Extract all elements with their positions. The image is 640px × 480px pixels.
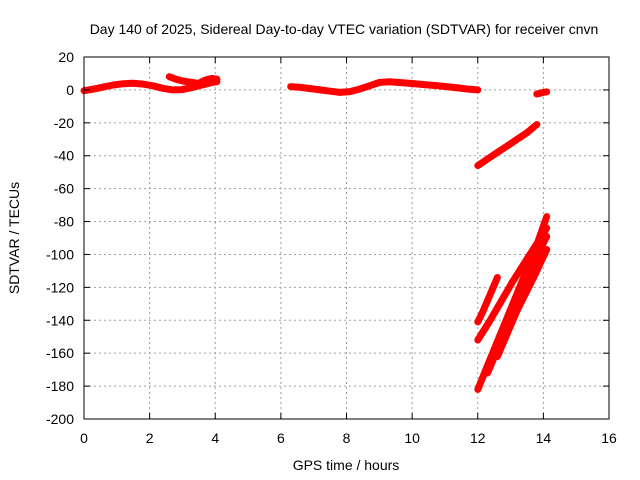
- y-tick-label: -180: [46, 378, 74, 394]
- x-tick-label: 2: [146, 430, 154, 446]
- y-tick-label: -60: [54, 181, 74, 197]
- y-axis-label: SDTVAR / TECUs: [6, 182, 22, 294]
- y-tick-label: -120: [46, 279, 74, 295]
- x-tick-label: 12: [470, 430, 486, 446]
- y-tick-label: 20: [58, 49, 74, 65]
- x-tick-label: 14: [536, 430, 552, 446]
- x-tick-label: 0: [80, 430, 88, 446]
- data-series: [474, 121, 541, 170]
- data-points: [80, 73, 551, 393]
- grid: [84, 57, 609, 419]
- data-series: [287, 78, 482, 96]
- x-axis-label: GPS time / hours: [293, 457, 400, 473]
- y-tick-label: -40: [54, 148, 74, 164]
- x-tick-label: 10: [404, 430, 420, 446]
- y-tick-label: -160: [46, 345, 74, 361]
- x-tick-label: 8: [343, 430, 351, 446]
- y-tick-label: -20: [54, 115, 74, 131]
- x-tick-label: 16: [601, 430, 617, 446]
- x-tick-label: 4: [211, 430, 219, 446]
- data-series: [493, 246, 551, 360]
- y-tick-label: -100: [46, 246, 74, 262]
- y-tick-label: 0: [66, 82, 74, 98]
- x-tick-label: 6: [277, 430, 285, 446]
- y-tick-label: -80: [54, 214, 74, 230]
- data-series: [195, 74, 221, 87]
- data-series: [474, 274, 501, 326]
- axis-ticks: 0 2 4 6 8 10 12 14 16-200-180-160-140-120-100-80…: [46, 49, 617, 446]
- data-series: [533, 88, 551, 98]
- y-tick-label: -200: [46, 411, 74, 427]
- y-tick-label: -140: [46, 312, 74, 328]
- chart-title: Day 140 of 2025, Sidereal Day-to-day VTE…: [90, 21, 599, 37]
